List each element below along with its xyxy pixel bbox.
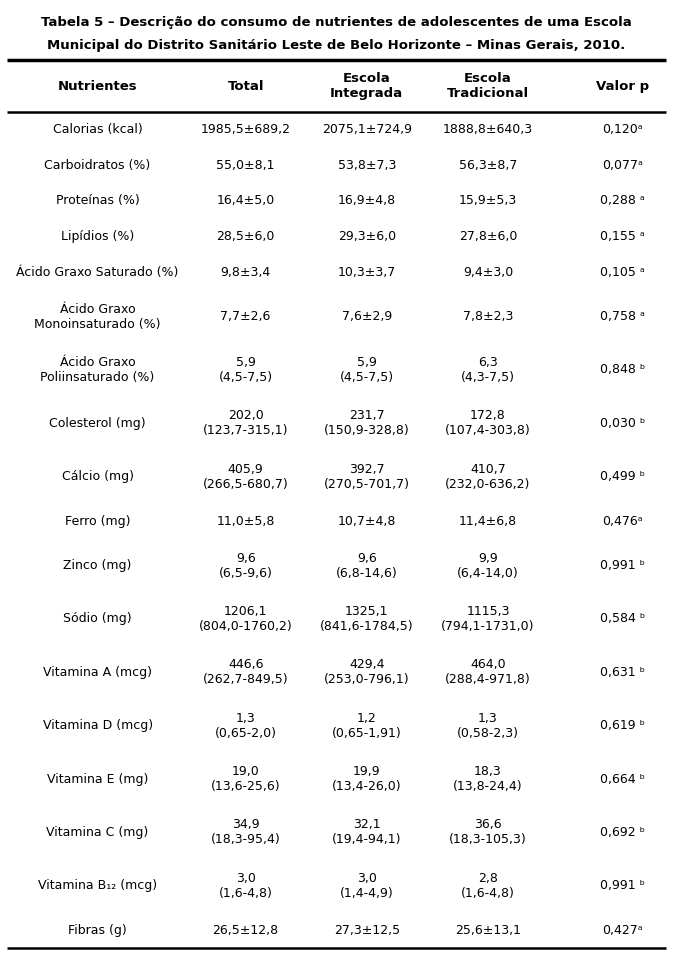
- Text: 3,0
(1,6-4,8): 3,0 (1,6-4,8): [219, 872, 273, 900]
- Text: 231,7
(150,9-328,8): 231,7 (150,9-328,8): [324, 409, 410, 437]
- Text: 410,7
(232,0-636,2): 410,7 (232,0-636,2): [446, 463, 530, 490]
- Text: Ferro (mg): Ferro (mg): [65, 514, 131, 528]
- Text: 9,9
(6,4-14,0): 9,9 (6,4-14,0): [457, 552, 519, 579]
- Text: 1206,1
(804,0-1760,2): 1206,1 (804,0-1760,2): [199, 605, 293, 633]
- Text: 10,7±4,8: 10,7±4,8: [338, 514, 396, 528]
- Text: Colesterol (mg): Colesterol (mg): [49, 417, 146, 430]
- Text: 36,6
(18,3-105,3): 36,6 (18,3-105,3): [449, 818, 527, 846]
- Text: 1,3
(0,65-2,0): 1,3 (0,65-2,0): [215, 711, 277, 740]
- Text: 0,077ᵃ: 0,077ᵃ: [602, 159, 643, 172]
- Text: Vitamina A (mcg): Vitamina A (mcg): [43, 665, 152, 679]
- Text: Tabela 5 – Descrição do consumo de nutrientes de adolescentes de uma Escola: Tabela 5 – Descrição do consumo de nutri…: [41, 16, 632, 29]
- Text: 16,9±4,8: 16,9±4,8: [338, 194, 396, 207]
- Text: 9,6
(6,8-14,6): 9,6 (6,8-14,6): [336, 552, 398, 579]
- Text: 1,2
(0,65-1,91): 1,2 (0,65-1,91): [332, 711, 402, 740]
- Text: 464,0
(288,4-971,8): 464,0 (288,4-971,8): [445, 659, 531, 686]
- Text: 0,991 ᵇ: 0,991 ᵇ: [600, 880, 645, 892]
- Text: 202,0
(123,7-315,1): 202,0 (123,7-315,1): [203, 409, 289, 437]
- Text: Ácido Graxo
Monoinsaturado (%): Ácido Graxo Monoinsaturado (%): [34, 302, 161, 331]
- Text: Calorias (kcal): Calorias (kcal): [52, 123, 143, 137]
- Text: 9,6
(6,5-9,6): 9,6 (6,5-9,6): [219, 552, 273, 579]
- Text: 9,4±3,0: 9,4±3,0: [463, 266, 513, 278]
- Text: 16,4±5,0: 16,4±5,0: [217, 194, 275, 207]
- Text: Fibras (g): Fibras (g): [68, 923, 127, 937]
- Text: 7,6±2,9: 7,6±2,9: [342, 310, 392, 323]
- Text: 1888,8±640,3: 1888,8±640,3: [443, 123, 533, 137]
- Text: 0,155 ᵃ: 0,155 ᵃ: [600, 230, 645, 243]
- Text: Escola
Tradicional: Escola Tradicional: [447, 72, 529, 100]
- Text: Vitamina B₁₂ (mcg): Vitamina B₁₂ (mcg): [38, 880, 157, 892]
- Text: 0,105 ᵃ: 0,105 ᵃ: [600, 266, 645, 278]
- Text: Ácido Graxo
Poliinsaturado (%): Ácido Graxo Poliinsaturado (%): [40, 356, 155, 384]
- Text: Cálcio (mg): Cálcio (mg): [62, 470, 133, 483]
- Text: Valor p: Valor p: [596, 79, 649, 93]
- Text: 28,5±6,0: 28,5±6,0: [217, 230, 275, 243]
- Text: 18,3
(13,8-24,4): 18,3 (13,8-24,4): [453, 765, 523, 793]
- Text: 56,3±8,7: 56,3±8,7: [459, 159, 517, 172]
- Text: 29,3±6,0: 29,3±6,0: [338, 230, 396, 243]
- Text: Carboidratos (%): Carboidratos (%): [44, 159, 151, 172]
- Text: 405,9
(266,5-680,7): 405,9 (266,5-680,7): [203, 463, 289, 490]
- Text: 6,3
(4,3-7,5): 6,3 (4,3-7,5): [461, 356, 515, 384]
- Text: 10,3±3,7: 10,3±3,7: [338, 266, 396, 278]
- Text: 7,7±2,6: 7,7±2,6: [221, 310, 271, 323]
- Text: 53,8±7,3: 53,8±7,3: [338, 159, 396, 172]
- Text: Nutrientes: Nutrientes: [58, 79, 137, 93]
- Text: Escola
Integrada: Escola Integrada: [330, 72, 403, 100]
- Text: Sódio (mg): Sódio (mg): [63, 613, 132, 625]
- Text: 2,8
(1,6-4,8): 2,8 (1,6-4,8): [461, 872, 515, 900]
- Text: 19,0
(13,6-25,6): 19,0 (13,6-25,6): [211, 765, 281, 793]
- Text: Lipídios (%): Lipídios (%): [61, 230, 134, 243]
- Text: 11,4±6,8: 11,4±6,8: [459, 514, 517, 528]
- Text: 25,6±13,1: 25,6±13,1: [455, 923, 521, 937]
- Text: Total: Total: [227, 79, 264, 93]
- Text: Vitamina E (mg): Vitamina E (mg): [47, 772, 148, 786]
- Text: 9,8±3,4: 9,8±3,4: [221, 266, 271, 278]
- Text: 0,619 ᵇ: 0,619 ᵇ: [600, 719, 645, 732]
- Text: 446,6
(262,7-849,5): 446,6 (262,7-849,5): [203, 659, 289, 686]
- Text: 0,991 ᵇ: 0,991 ᵇ: [600, 559, 645, 572]
- Text: 429,4
(253,0-796,1): 429,4 (253,0-796,1): [324, 659, 410, 686]
- Text: 1985,5±689,2: 1985,5±689,2: [201, 123, 291, 137]
- Text: 3,0
(1,4-4,9): 3,0 (1,4-4,9): [340, 872, 394, 900]
- Text: 11,0±5,8: 11,0±5,8: [217, 514, 275, 528]
- Text: Zinco (mg): Zinco (mg): [63, 559, 132, 572]
- Text: 0,664 ᵇ: 0,664 ᵇ: [600, 772, 645, 786]
- Text: 0,120ᵃ: 0,120ᵃ: [602, 123, 643, 137]
- Text: 0,848 ᵇ: 0,848 ᵇ: [600, 363, 645, 377]
- Text: 172,8
(107,4-303,8): 172,8 (107,4-303,8): [445, 409, 531, 437]
- Text: 0,631 ᵇ: 0,631 ᵇ: [600, 665, 645, 679]
- Text: 5,9
(4,5-7,5): 5,9 (4,5-7,5): [219, 356, 273, 384]
- Text: 27,3±12,5: 27,3±12,5: [334, 923, 400, 937]
- Text: 2075,1±724,9: 2075,1±724,9: [322, 123, 412, 137]
- Text: 55,0±8,1: 55,0±8,1: [217, 159, 275, 172]
- Text: 0,030 ᵇ: 0,030 ᵇ: [600, 417, 645, 430]
- Text: 1325,1
(841,6-1784,5): 1325,1 (841,6-1784,5): [320, 605, 414, 633]
- Text: 0,476ᵃ: 0,476ᵃ: [602, 514, 643, 528]
- Text: 0,499 ᵇ: 0,499 ᵇ: [600, 470, 645, 483]
- Text: 27,8±6,0: 27,8±6,0: [459, 230, 517, 243]
- Text: 34,9
(18,3-95,4): 34,9 (18,3-95,4): [211, 818, 281, 846]
- Text: 0,692 ᵇ: 0,692 ᵇ: [600, 826, 645, 838]
- Text: Vitamina D (mcg): Vitamina D (mcg): [42, 719, 153, 732]
- Text: 0,427ᵃ: 0,427ᵃ: [602, 923, 643, 937]
- Text: Vitamina C (mg): Vitamina C (mg): [46, 826, 149, 838]
- Text: Municipal do Distrito Sanitário Leste de Belo Horizonte – Minas Gerais, 2010.: Municipal do Distrito Sanitário Leste de…: [47, 39, 626, 52]
- Text: 392,7
(270,5-701,7): 392,7 (270,5-701,7): [324, 463, 410, 490]
- Text: 7,8±2,3: 7,8±2,3: [463, 310, 513, 323]
- Text: 0,288 ᵃ: 0,288 ᵃ: [600, 194, 645, 207]
- Text: Ácido Graxo Saturado (%): Ácido Graxo Saturado (%): [16, 266, 179, 278]
- Text: 1115,3
(794,1-1731,0): 1115,3 (794,1-1731,0): [441, 605, 534, 633]
- Text: 19,9
(13,4-26,0): 19,9 (13,4-26,0): [332, 765, 402, 793]
- Text: 26,5±12,8: 26,5±12,8: [213, 923, 279, 937]
- Text: 0,584 ᵇ: 0,584 ᵇ: [600, 613, 645, 625]
- Text: Proteínas (%): Proteínas (%): [56, 194, 139, 207]
- Text: 0,758 ᵃ: 0,758 ᵃ: [600, 310, 645, 323]
- Text: 15,9±5,3: 15,9±5,3: [459, 194, 517, 207]
- Text: 1,3
(0,58-2,3): 1,3 (0,58-2,3): [457, 711, 519, 740]
- Text: 32,1
(19,4-94,1): 32,1 (19,4-94,1): [332, 818, 402, 846]
- Text: 5,9
(4,5-7,5): 5,9 (4,5-7,5): [340, 356, 394, 384]
